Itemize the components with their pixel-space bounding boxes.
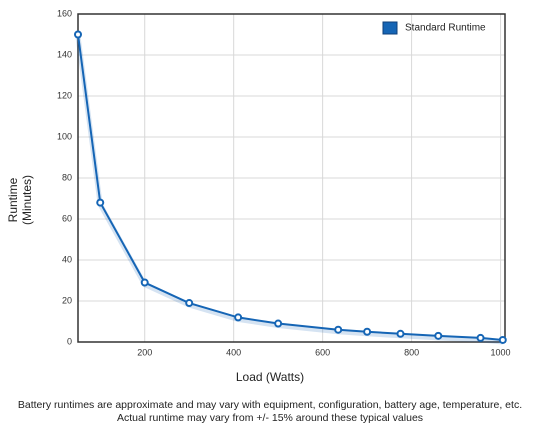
- point: [396, 329, 405, 338]
- y-tick-label: 80: [62, 172, 72, 182]
- y-tick-label: 20: [62, 295, 72, 305]
- legend-swatch: [382, 21, 398, 35]
- x-tick-label: 1000: [491, 347, 511, 357]
- line: [77, 34, 503, 341]
- y-tick-label: 60: [62, 213, 72, 223]
- y-tick-label: 120: [57, 90, 72, 100]
- footnote: Battery runtimes are approximate and may…: [18, 399, 522, 411]
- point: [476, 333, 485, 342]
- point: [363, 327, 372, 336]
- footnote: Actual runtime may vary from +/- 15% aro…: [117, 412, 423, 423]
- point: [185, 299, 194, 308]
- y-tick-label: 140: [57, 49, 72, 59]
- y-tick-label: 0: [67, 336, 72, 346]
- x-tick-label: 400: [226, 347, 241, 357]
- x-tick-label: 200: [137, 347, 152, 357]
- point: [234, 313, 243, 322]
- y-tick-label: 100: [57, 131, 72, 141]
- line-shadow: [75, 36, 504, 345]
- point: [74, 30, 82, 39]
- x-tick-label: 800: [404, 347, 419, 357]
- point: [96, 198, 105, 207]
- point: [334, 325, 343, 334]
- point: [498, 335, 507, 344]
- y-axis-label: (Minutes): [20, 175, 34, 225]
- point: [274, 319, 283, 328]
- plot-border: [77, 13, 506, 343]
- x-axis-label: Load (Watts): [236, 370, 304, 384]
- y-axis-label: Runtime: [6, 177, 20, 222]
- y-tick-label: 40: [62, 254, 72, 264]
- point: [140, 278, 149, 287]
- y-tick-label: 160: [57, 8, 72, 18]
- x-tick-label: 600: [315, 347, 330, 357]
- point: [434, 331, 443, 340]
- legend-label: Standard Runtime: [405, 23, 486, 34]
